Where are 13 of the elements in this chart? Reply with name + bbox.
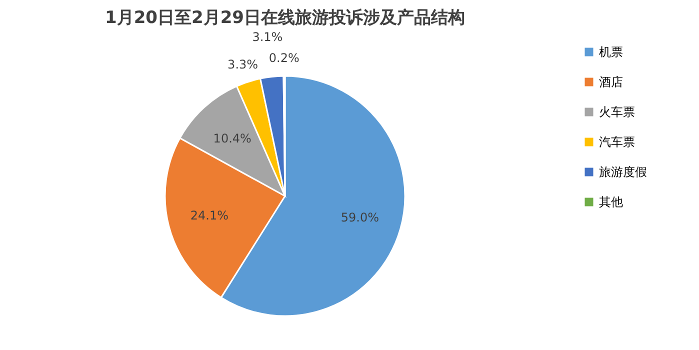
legend-label: 火车票	[599, 105, 635, 119]
data-label: 3.1%	[252, 30, 283, 44]
legend-label: 汽车票	[599, 135, 635, 149]
data-label: 3.3%	[228, 58, 258, 72]
legend-label: 机票	[599, 45, 623, 59]
legend-label: 旅游度假	[599, 165, 647, 179]
data-label: 0.2%	[268, 51, 300, 66]
data-label: 59.0%	[340, 210, 380, 225]
legend-label: 酒店	[599, 75, 623, 89]
data-label: 10.4%	[213, 131, 252, 146]
legend-label: 其他	[599, 195, 623, 209]
chart-title: 1月20日至2月29日在线旅游投诉涉及产品结构	[105, 8, 465, 28]
data-label: 24.1%	[190, 208, 229, 222]
